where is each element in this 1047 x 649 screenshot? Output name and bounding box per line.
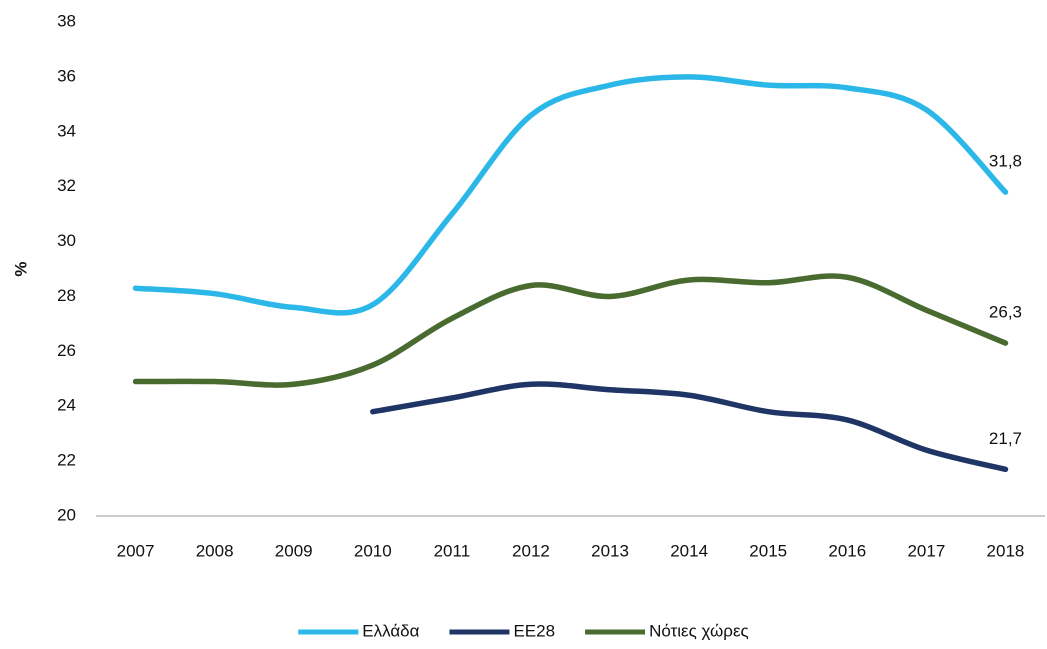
y-tick-label: 28 — [57, 286, 76, 305]
y-tick-label: 26 — [57, 341, 76, 360]
y-tick-label: 24 — [57, 396, 76, 415]
data-label: 31,8 — [989, 152, 1022, 171]
y-tick-label: 36 — [57, 66, 76, 85]
x-tick-label: 2011 — [434, 541, 471, 560]
x-tick-label: 2012 — [512, 541, 550, 560]
y-tick-label: 20 — [57, 505, 76, 524]
x-tick-label: 2016 — [828, 541, 866, 560]
series-line — [132, 273, 1009, 388]
y-tick-label: 34 — [57, 121, 76, 140]
x-tick-label: 2008 — [196, 541, 234, 560]
data-label: 26,3 — [989, 303, 1022, 322]
x-tick-label: 2014 — [670, 541, 708, 560]
x-tick-label: 2007 — [117, 541, 155, 560]
legend-label: Ελλάδα — [362, 621, 419, 640]
series-line — [132, 74, 1009, 316]
x-tick-label: 2015 — [749, 541, 787, 560]
data-label: 21,7 — [989, 429, 1022, 448]
y-tick-label: 22 — [57, 451, 76, 470]
legend-label: Νότιες χώρες — [649, 621, 749, 640]
x-tick-label: 2017 — [907, 541, 945, 560]
x-tick-label: 2009 — [275, 541, 313, 560]
legend-label: ΕΕ28 — [513, 621, 555, 640]
x-tick-label: 2010 — [354, 541, 392, 560]
y-axis-label: % — [11, 261, 30, 276]
y-tick-label: 32 — [57, 176, 76, 195]
series-line — [370, 381, 1009, 473]
y-tick-label: 38 — [57, 11, 76, 30]
x-tick-label: 2013 — [591, 541, 629, 560]
y-tick-label: 30 — [57, 231, 76, 250]
x-tick-label: 2018 — [987, 541, 1025, 560]
